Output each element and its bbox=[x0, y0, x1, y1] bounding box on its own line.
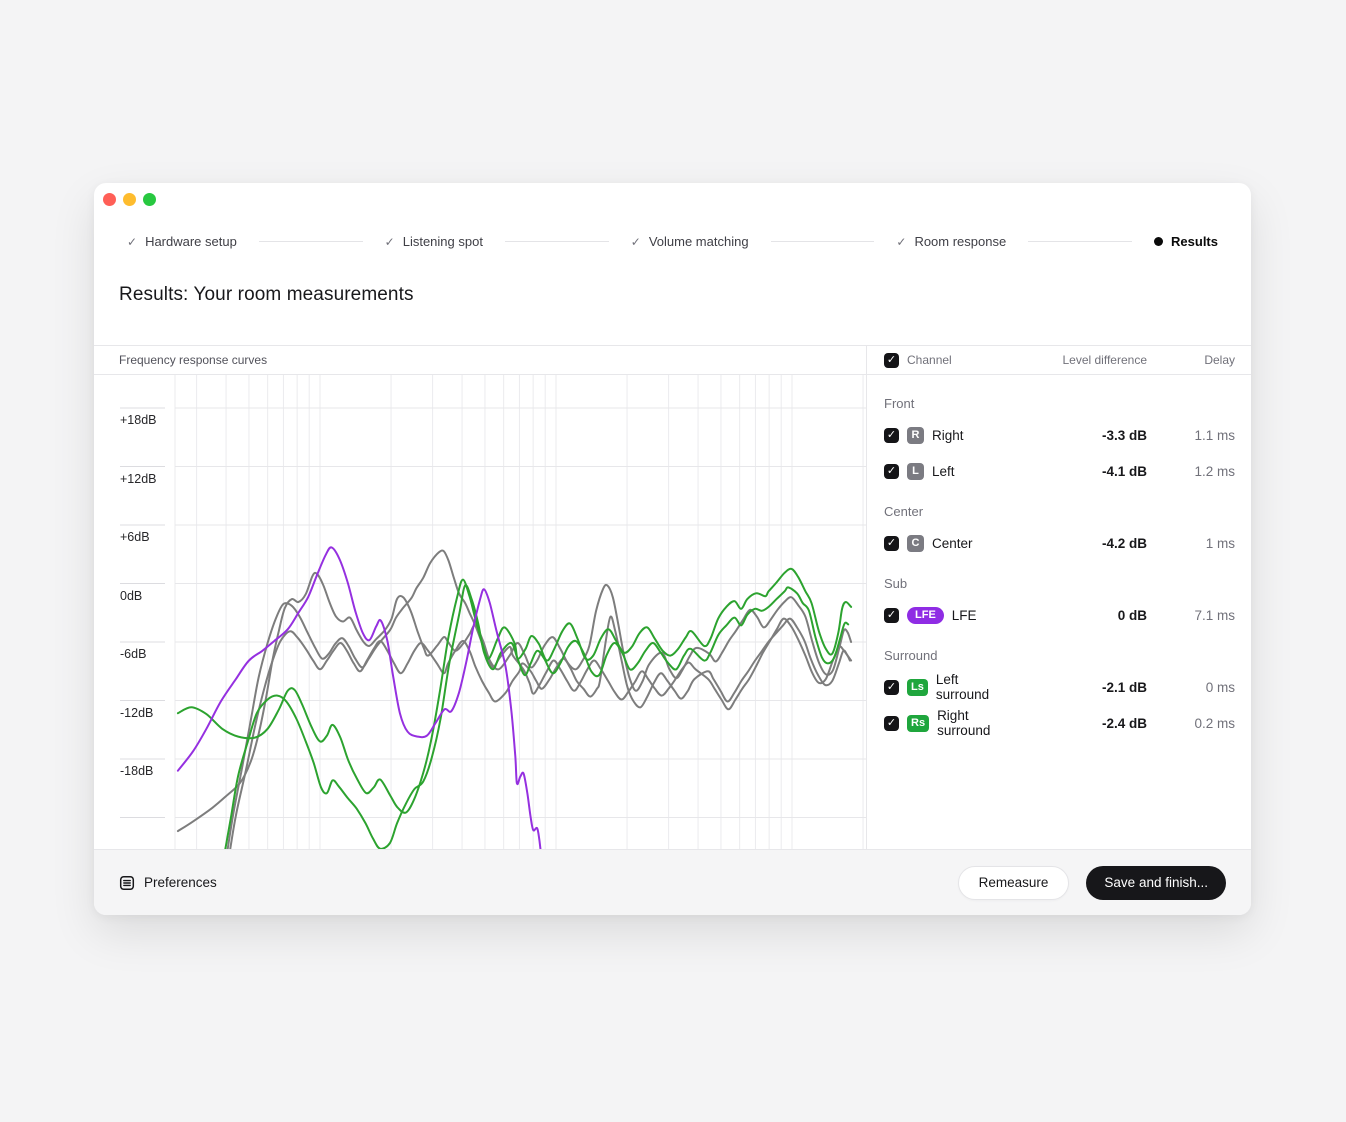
chart-body: +18dB +12dB +6dB 0dB -6dB -12dB -18dB bbox=[94, 375, 866, 849]
group-label-surround: Surround bbox=[884, 648, 938, 663]
channel-name: Center bbox=[932, 535, 973, 551]
channel-badge: L bbox=[907, 462, 924, 480]
level-difference-value: -3.3 dB bbox=[1101, 427, 1147, 443]
curve-lfe bbox=[176, 546, 542, 849]
select-all-checkbox[interactable]: ✓ bbox=[884, 352, 899, 368]
stepper-step-hardware-setup[interactable]: ✓ Hardware setup bbox=[127, 234, 237, 249]
minimize-button[interactable] bbox=[123, 193, 136, 206]
channel-checkbox[interactable]: ✓ bbox=[884, 427, 899, 443]
y-axis-tick-label: 0dB bbox=[120, 588, 143, 603]
channel-row-r: ✓ R Right -3.3 dB 1.1 ms bbox=[884, 417, 1235, 453]
frequency-response-chart bbox=[120, 375, 866, 849]
delay-value: 0 ms bbox=[1205, 679, 1235, 695]
level-difference-value: 0 dB bbox=[1117, 607, 1147, 623]
group-label-sub: Sub bbox=[884, 576, 908, 591]
stepper-connector bbox=[770, 241, 875, 242]
current-step-dot-icon bbox=[1154, 237, 1164, 246]
delay-value: 1.1 ms bbox=[1194, 427, 1235, 443]
curve-c bbox=[176, 571, 853, 833]
y-axis-tick-label: +6dB bbox=[120, 530, 150, 544]
check-icon: ✓ bbox=[384, 234, 395, 249]
y-axis-tick-label: -6dB bbox=[120, 647, 147, 661]
channel-column-header: Channel bbox=[907, 353, 952, 367]
zoom-button[interactable] bbox=[143, 193, 156, 206]
chart-panel-title: Frequency response curves bbox=[94, 346, 866, 375]
y-axis-tick-label: -18dB bbox=[120, 764, 154, 778]
app-window: ✓ Hardware setup ✓ Listening spot ✓ Volume ma… bbox=[94, 183, 1251, 915]
channel-badge: Ls bbox=[907, 678, 928, 696]
channel-checkbox[interactable]: ✓ bbox=[884, 679, 899, 695]
level-difference-value: -2.1 dB bbox=[1101, 679, 1147, 695]
step-label: Listening spot bbox=[402, 234, 483, 249]
channel-row-lfe: ✓ LFE LFE 0 dB 7.1 ms bbox=[884, 597, 1235, 633]
stepper-connector bbox=[258, 241, 363, 242]
stepper: ✓ Hardware setup ✓ Listening spot ✓ Volume ma… bbox=[127, 234, 1218, 249]
level-difference-value: -4.1 dB bbox=[1101, 463, 1147, 479]
y-axis-tick-label: +18dB bbox=[120, 413, 157, 427]
channel-checkbox[interactable]: ✓ bbox=[884, 463, 899, 479]
check-icon: ✓ bbox=[896, 234, 907, 249]
stepper-step-results[interactable]: Results bbox=[1154, 234, 1218, 249]
step-label: Volume matching bbox=[648, 234, 749, 249]
stepper-step-listening-spot[interactable]: ✓ Listening spot bbox=[385, 234, 483, 249]
preferences-icon bbox=[119, 875, 135, 890]
channel-table-header: ✓ Channel Level difference Delay bbox=[867, 346, 1251, 375]
stepper-step-volume-matching[interactable]: ✓ Volume matching bbox=[631, 234, 749, 249]
channel-name: Right bbox=[932, 427, 964, 443]
step-label: Room response bbox=[914, 234, 1007, 249]
channel-checkbox[interactable]: ✓ bbox=[884, 715, 899, 731]
footer-actions: Remeasure Save and finish... bbox=[957, 865, 1226, 900]
delay-column-header: Delay bbox=[1204, 353, 1235, 367]
channel-name: Left surround bbox=[935, 672, 990, 702]
y-axis-tick-label: -12dB bbox=[120, 705, 154, 720]
channel-badge: LFE bbox=[907, 606, 944, 624]
check-icon: ✓ bbox=[127, 234, 138, 249]
group-label-center: Center bbox=[884, 504, 924, 519]
stepper-connector bbox=[1028, 241, 1133, 242]
channel-name: Right surround bbox=[937, 708, 991, 738]
channel-row-rs: ✓ Rs Right surround -2.4 dB 0.2 ms bbox=[884, 705, 1235, 741]
delay-value: 1 ms bbox=[1205, 535, 1235, 551]
channel-name: LFE bbox=[951, 607, 977, 623]
channel-row-l: ✓ L Left -4.1 dB 1.2 ms bbox=[884, 453, 1235, 489]
channel-badge: C bbox=[907, 534, 924, 552]
check-icon: ✓ bbox=[630, 234, 641, 249]
channel-checkbox[interactable]: ✓ bbox=[884, 535, 899, 551]
step-label: Results bbox=[1171, 234, 1218, 249]
main-content: Frequency response curves +18dB +12dB +6dB… bbox=[94, 345, 1251, 849]
delay-value: 1.2 ms bbox=[1194, 463, 1235, 479]
channel-name: Left bbox=[932, 463, 955, 479]
preferences-label: Preferences bbox=[144, 875, 217, 890]
y-axis-tick-label: +12dB bbox=[120, 471, 157, 486]
stepper-connector bbox=[504, 241, 609, 242]
group-label-front: Front bbox=[884, 396, 915, 411]
delay-value: 7.1 ms bbox=[1194, 607, 1235, 623]
close-button[interactable] bbox=[103, 193, 116, 206]
page-title: Results: Your room measurements bbox=[119, 284, 414, 305]
remeasure-button[interactable]: Remeasure bbox=[957, 865, 1070, 900]
chart-panel: Frequency response curves +18dB +12dB +6dB… bbox=[94, 346, 867, 849]
step-label: Hardware setup bbox=[145, 234, 237, 249]
channel-table-body: Front ✓ R Right -3.3 dB 1.1 ms ✓ L Left -4.1 dB 1.… bbox=[867, 375, 1251, 741]
window-controls bbox=[103, 193, 156, 206]
delay-value: 0.2 ms bbox=[1194, 715, 1235, 731]
channel-checkbox[interactable]: ✓ bbox=[884, 607, 899, 623]
channel-table-panel: ✓ Channel Level difference Delay Front ✓ R… bbox=[867, 346, 1251, 849]
channel-badge: R bbox=[907, 426, 924, 444]
level-difference-column-header: Level difference bbox=[1062, 353, 1147, 367]
preferences-button[interactable]: Preferences bbox=[119, 875, 217, 891]
curve-rs bbox=[224, 584, 850, 849]
footer-bar: Preferences Remeasure Save and finish... bbox=[94, 849, 1251, 915]
stepper-step-room-response[interactable]: ✓ Room response bbox=[896, 234, 1006, 249]
channel-badge: Rs bbox=[907, 714, 930, 732]
curve-r bbox=[226, 549, 853, 849]
channel-row-ls: ✓ Ls Left surround -2.1 dB 0 ms bbox=[884, 669, 1235, 705]
save-and-finish-button[interactable]: Save and finish... bbox=[1086, 865, 1226, 900]
channel-row-c: ✓ C Center -4.2 dB 1 ms bbox=[884, 525, 1235, 561]
curve-ls bbox=[176, 567, 853, 814]
level-difference-value: -2.4 dB bbox=[1101, 715, 1147, 731]
level-difference-value: -4.2 dB bbox=[1101, 535, 1147, 551]
